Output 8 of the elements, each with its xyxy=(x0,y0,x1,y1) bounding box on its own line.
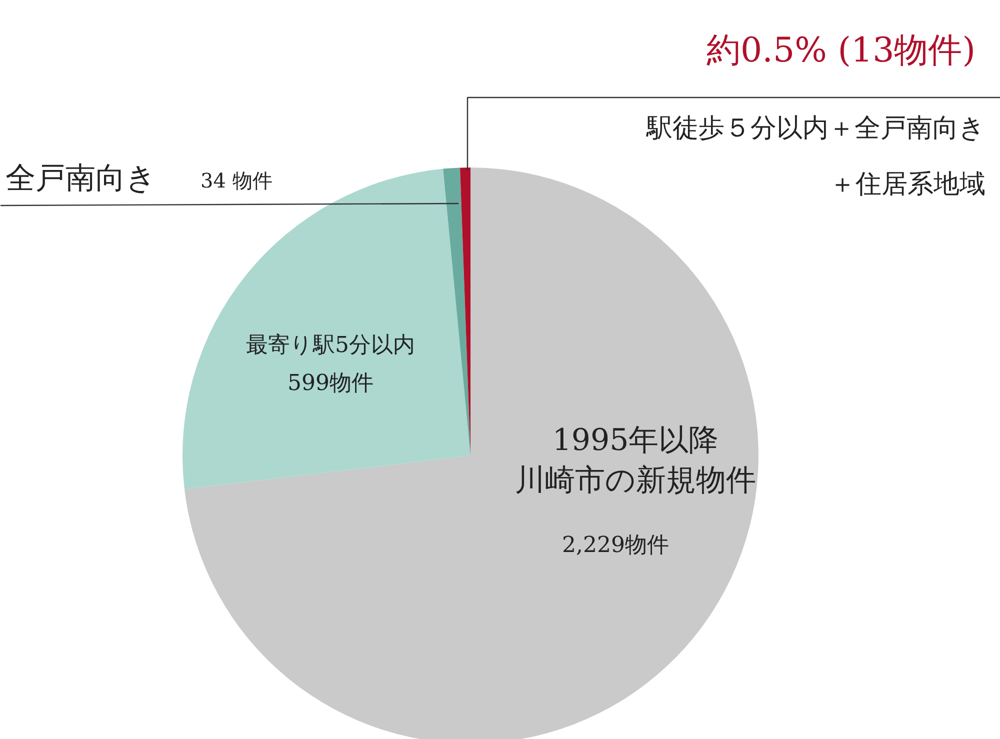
text: 34 物件 xyxy=(200,168,272,192)
text: 約0.5% (13物件) xyxy=(706,30,976,70)
text: 599物件 xyxy=(288,371,374,396)
text: 2,229物件 xyxy=(562,533,669,558)
slice-label: 全戸南向き xyxy=(6,161,156,196)
slice-label: 駅徒歩５分以内＋全戸南向き＋住居系地域 xyxy=(646,114,986,200)
slice-label: 1995年以降川崎市の新規物件 xyxy=(515,423,756,498)
slice-label: 最寄り駅5分以内 xyxy=(246,333,415,358)
